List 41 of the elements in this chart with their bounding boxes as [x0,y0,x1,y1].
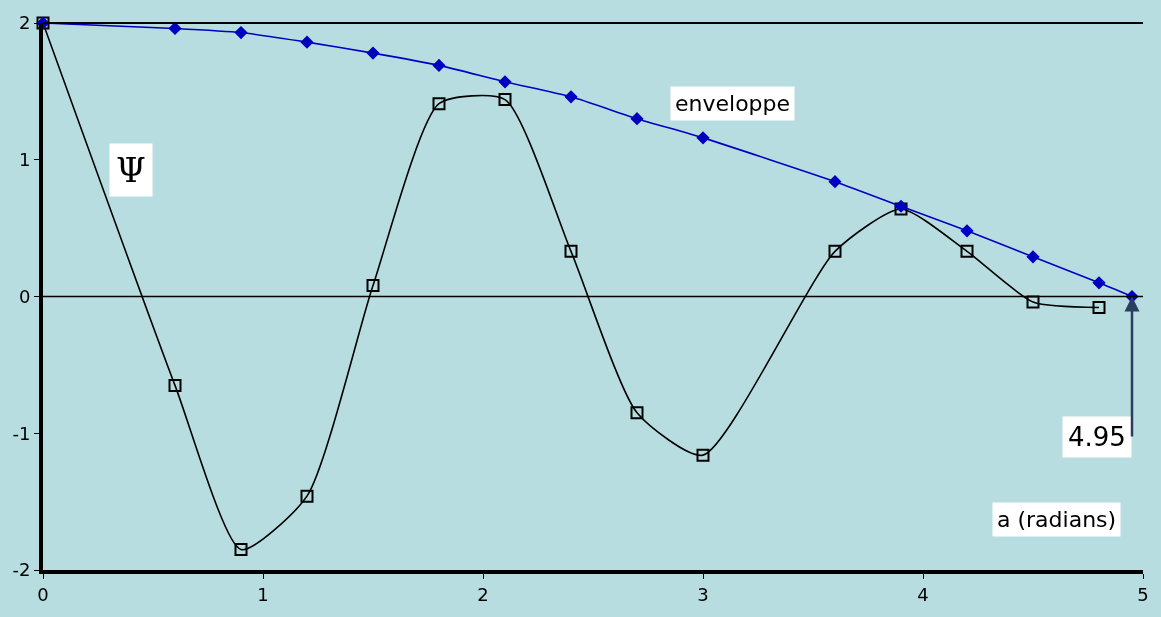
x-tick-label: 3 [697,583,709,605]
annotation: 4.95 [1068,422,1126,452]
point [696,448,710,462]
point [498,75,512,88]
point [828,175,842,188]
point [366,279,380,293]
x-tick-label: 0 [37,583,49,605]
point [234,542,248,556]
point [1092,300,1106,314]
point [1026,295,1040,309]
y-tick-label: 2 [18,12,31,34]
point [696,131,710,145]
y-tick-label: -2 [12,559,31,581]
point [960,224,974,238]
point [828,244,842,258]
y-tick-label: 0 [18,285,31,307]
point [1092,276,1106,290]
point [1026,250,1040,264]
point [234,26,248,39]
y-axis-title: Ψ [116,150,146,190]
point [498,93,512,107]
point [300,489,314,503]
point [564,90,578,104]
point [366,46,380,60]
annotation: enveloppe [675,91,791,116]
x-tick-label: 5 [1137,583,1149,605]
point [432,59,446,72]
point [630,112,644,125]
point [564,244,578,258]
x-tick-label: 2 [477,583,489,605]
point [168,22,182,35]
point [432,97,446,111]
point [300,35,314,49]
x-axis-title: a (radians) [997,507,1117,532]
x-tick-label: 4 [917,583,929,605]
point [168,378,182,392]
x-tick-label: 1 [257,583,269,605]
y-tick-label: 1 [18,149,31,171]
y-tick-label: -1 [12,422,31,444]
point [630,406,644,420]
point [960,244,974,258]
